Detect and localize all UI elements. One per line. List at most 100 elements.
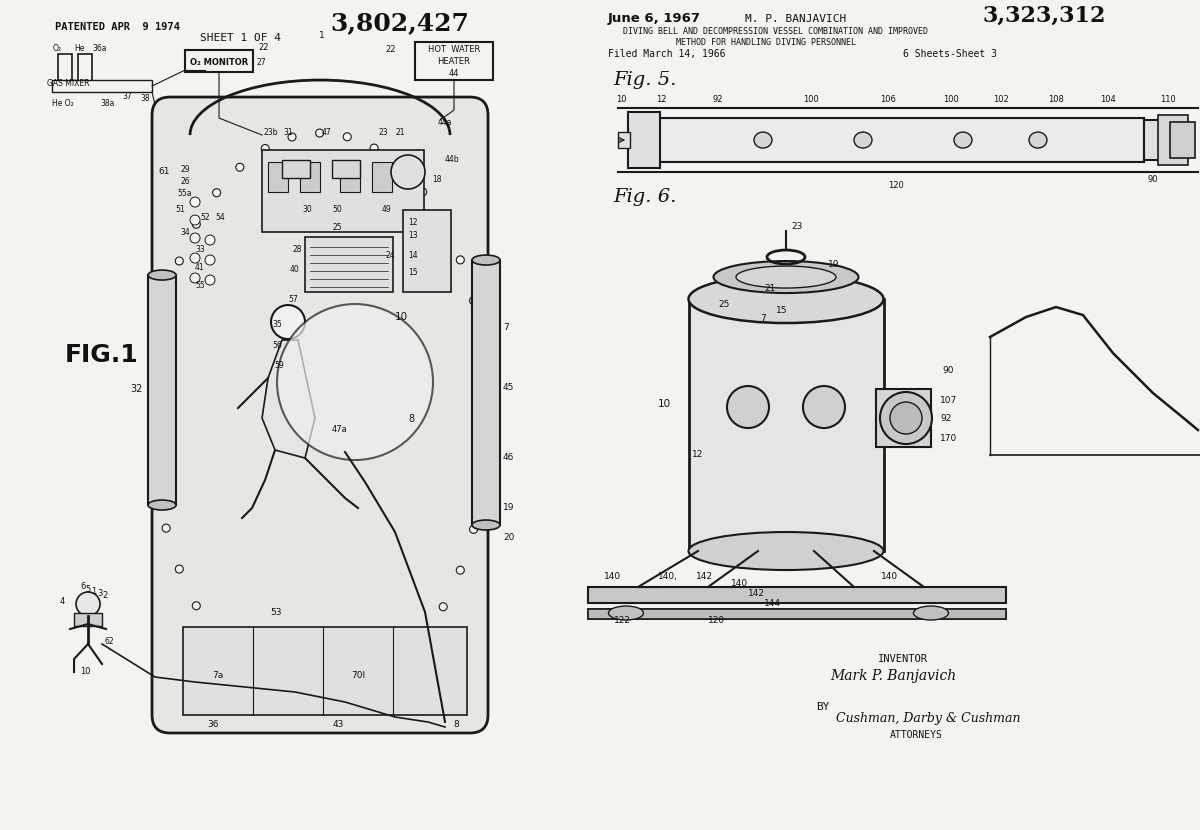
Circle shape	[175, 565, 184, 573]
Text: 2: 2	[102, 591, 107, 600]
Text: 15: 15	[408, 268, 418, 277]
Ellipse shape	[880, 392, 932, 444]
Bar	[618, 132, 630, 148]
Text: 27: 27	[256, 58, 265, 67]
Text: O₂ MONITOR: O₂ MONITOR	[190, 58, 248, 67]
Text: 140: 140	[731, 579, 748, 588]
Text: 15: 15	[776, 306, 787, 315]
Text: 50: 50	[332, 205, 342, 214]
Text: 104: 104	[1100, 95, 1116, 104]
Text: 140,: 140,	[658, 572, 678, 581]
Circle shape	[149, 388, 157, 396]
Bar	[628, 112, 660, 168]
Bar	[340, 162, 360, 192]
Text: He O₂: He O₂	[52, 99, 73, 108]
Circle shape	[236, 659, 244, 666]
Circle shape	[439, 603, 448, 611]
Circle shape	[484, 436, 491, 443]
Circle shape	[456, 256, 464, 264]
Text: 30: 30	[302, 205, 312, 214]
Text: HEATER: HEATER	[438, 57, 470, 66]
Text: 59: 59	[274, 361, 283, 370]
Text: 32: 32	[131, 384, 143, 394]
Text: 38: 38	[140, 94, 150, 103]
Text: 40: 40	[290, 265, 300, 274]
Text: 43: 43	[332, 720, 343, 729]
Text: O₂: O₂	[53, 44, 62, 53]
Text: METHOD FOR HANDLING DIVING PERSONNEL: METHOD FOR HANDLING DIVING PERSONNEL	[676, 38, 856, 47]
Ellipse shape	[689, 275, 883, 323]
Text: 10: 10	[658, 399, 671, 409]
Text: 55a: 55a	[178, 189, 192, 198]
Text: 35: 35	[272, 320, 282, 329]
Circle shape	[479, 340, 487, 349]
Text: 100: 100	[803, 95, 818, 104]
Text: 1: 1	[319, 31, 325, 40]
Ellipse shape	[803, 386, 845, 428]
Bar	[332, 160, 360, 178]
Ellipse shape	[913, 606, 948, 620]
Text: 144: 144	[764, 599, 781, 608]
Circle shape	[175, 257, 184, 265]
Ellipse shape	[854, 132, 872, 148]
Bar	[268, 162, 288, 192]
Text: 5: 5	[85, 585, 90, 594]
Text: Filed March 14, 1966: Filed March 14, 1966	[608, 49, 726, 59]
Text: 29: 29	[180, 165, 190, 174]
Text: 45: 45	[503, 383, 515, 392]
Ellipse shape	[736, 266, 836, 288]
Text: 8: 8	[408, 414, 414, 424]
Text: HOT  WATER: HOT WATER	[428, 45, 480, 54]
Text: 18: 18	[432, 175, 442, 184]
Text: 61: 61	[158, 167, 169, 176]
Text: 122: 122	[614, 616, 631, 625]
Text: 7a: 7a	[212, 671, 223, 680]
Circle shape	[162, 298, 170, 306]
Text: 44b: 44b	[445, 155, 460, 164]
Circle shape	[212, 188, 221, 197]
Bar	[52, 80, 152, 92]
Circle shape	[190, 197, 200, 207]
Circle shape	[190, 215, 200, 225]
Text: 49: 49	[382, 205, 391, 214]
Bar	[78, 54, 92, 82]
Text: He: He	[74, 44, 84, 53]
Circle shape	[205, 255, 215, 265]
Text: 90: 90	[1148, 175, 1158, 184]
Bar	[148, 275, 176, 505]
Text: 10: 10	[616, 95, 626, 104]
Text: 47: 47	[322, 128, 331, 137]
Text: 1: 1	[91, 587, 96, 596]
Text: 53: 53	[270, 608, 282, 617]
Circle shape	[391, 155, 425, 189]
Circle shape	[484, 387, 491, 394]
Circle shape	[370, 678, 378, 686]
Text: Mark P. Banjavich: Mark P. Banjavich	[830, 669, 956, 683]
Text: 25: 25	[332, 223, 342, 232]
Bar	[1158, 115, 1188, 165]
Ellipse shape	[754, 132, 772, 148]
Bar	[588, 587, 1006, 603]
Circle shape	[396, 163, 403, 171]
Circle shape	[439, 219, 448, 227]
Text: 7: 7	[760, 314, 766, 323]
Text: 46: 46	[503, 453, 515, 462]
Text: Fig. 6.: Fig. 6.	[613, 188, 677, 206]
Text: 47a: 47a	[332, 425, 348, 434]
Circle shape	[343, 689, 352, 697]
Text: BY: BY	[816, 702, 829, 712]
Text: 24: 24	[385, 251, 395, 260]
Bar	[305, 237, 394, 292]
Circle shape	[277, 304, 433, 460]
Text: 36a: 36a	[92, 44, 107, 53]
Text: 102: 102	[992, 95, 1009, 104]
Text: 44a: 44a	[438, 118, 452, 127]
Circle shape	[205, 235, 215, 245]
Circle shape	[149, 434, 157, 442]
Text: 142: 142	[748, 589, 764, 598]
Text: 55: 55	[196, 281, 205, 290]
Bar	[876, 389, 931, 447]
Text: 20: 20	[503, 533, 515, 542]
Bar	[588, 609, 1006, 619]
Bar	[1144, 120, 1184, 160]
